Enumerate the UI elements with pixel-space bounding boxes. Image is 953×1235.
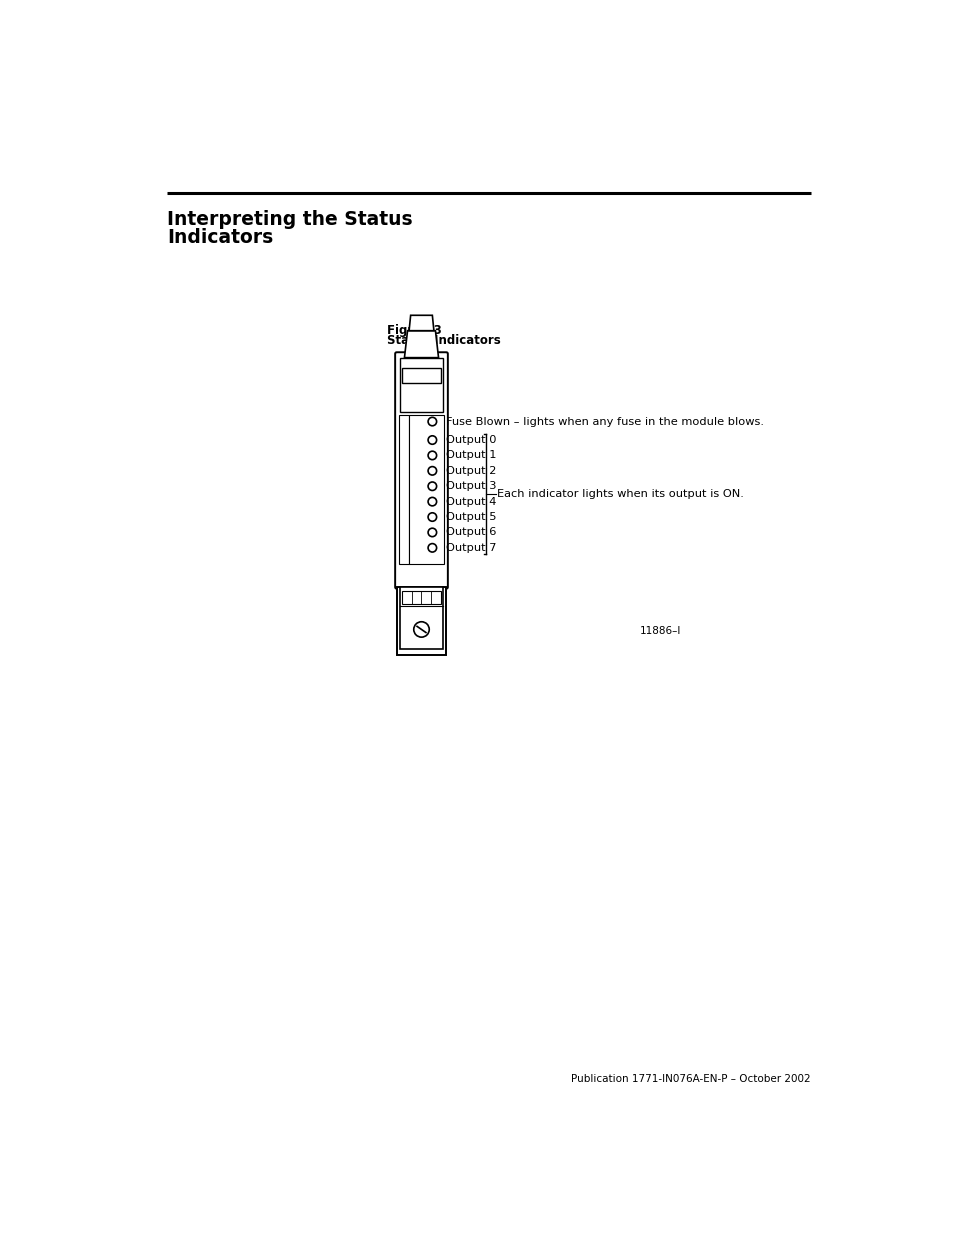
Circle shape [428,436,436,445]
Text: Status Indicators: Status Indicators [386,333,500,347]
Circle shape [414,621,429,637]
Text: Indicators: Indicators [167,227,274,247]
Polygon shape [409,315,434,331]
Text: Output 7: Output 7 [445,543,496,553]
Bar [398,415,409,564]
Text: Output 0: Output 0 [445,435,496,445]
Text: Publication 1771-IN076A-EN-P – October 2002: Publication 1771-IN076A-EN-P – October 2… [570,1073,810,1084]
Text: Interpreting the Status: Interpreting the Status [167,210,413,228]
Text: Fuse Blown – lights when any fuse in the module blows.: Fuse Blown – lights when any fuse in the… [445,416,763,426]
Text: Output 4: Output 4 [445,496,496,506]
Text: Output 2: Output 2 [445,466,496,475]
Polygon shape [404,331,438,358]
FancyBboxPatch shape [395,352,447,589]
Circle shape [428,543,436,552]
Bar [399,587,443,648]
Circle shape [428,451,436,459]
Bar [396,587,446,655]
Text: Each indicator lights when its output is ON.: Each indicator lights when its output is… [497,489,743,499]
Circle shape [428,498,436,506]
Circle shape [428,529,436,537]
Text: Output 1: Output 1 [445,451,496,461]
Bar [409,415,443,564]
Text: Output 3: Output 3 [445,482,496,492]
Circle shape [428,467,436,475]
Bar [399,358,443,411]
Circle shape [428,513,436,521]
Bar [402,368,440,383]
Circle shape [428,482,436,490]
Text: Figure 3: Figure 3 [386,324,441,337]
Text: Output 6: Output 6 [445,527,496,537]
Bar [402,592,440,604]
Text: 11886–I: 11886–I [639,626,680,636]
Circle shape [428,417,436,426]
Text: Output 5: Output 5 [445,513,496,522]
